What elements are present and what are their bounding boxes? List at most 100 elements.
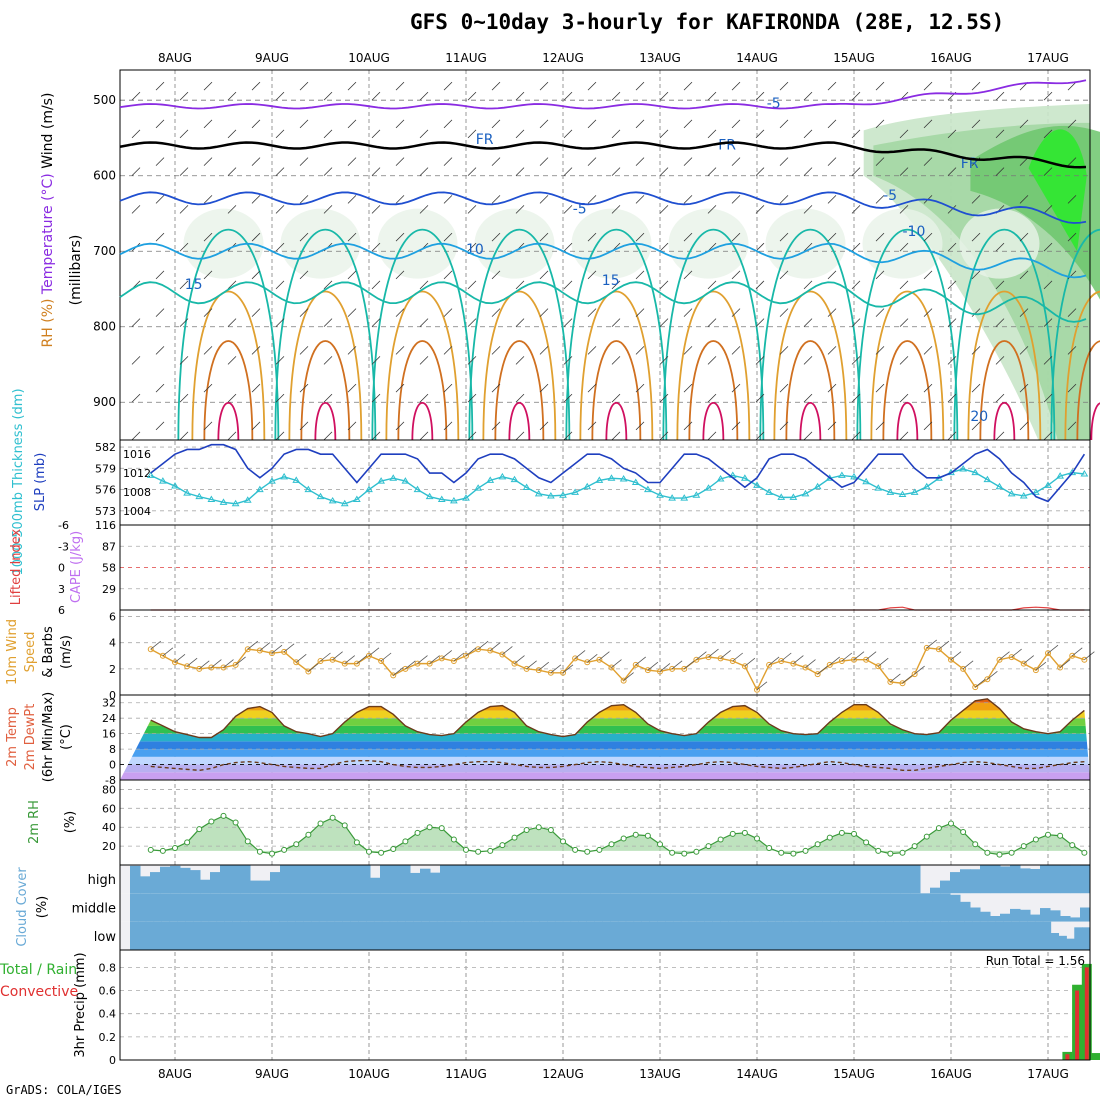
cloud-layer-label: low bbox=[94, 930, 117, 945]
cloud-bar-middle bbox=[580, 893, 591, 922]
wind-barb bbox=[647, 661, 659, 671]
wind-barb bbox=[611, 91, 621, 101]
contour-label: 15 bbox=[185, 277, 203, 293]
cloud-bar-high bbox=[800, 865, 811, 894]
cloud-bar-middle bbox=[360, 893, 371, 922]
cloud-bar-low bbox=[775, 921, 784, 950]
wind-barb bbox=[779, 81, 789, 91]
wind-barb bbox=[443, 119, 453, 129]
data-point bbox=[753, 481, 761, 488]
data-point bbox=[643, 485, 652, 493]
cloud-bar-low bbox=[617, 921, 627, 950]
cloud-bar-low bbox=[145, 921, 155, 950]
wind-barb bbox=[347, 346, 357, 355]
wind-barb bbox=[323, 167, 333, 176]
data-point bbox=[923, 644, 930, 651]
cloud-bar-low bbox=[570, 921, 580, 950]
panel-frame bbox=[119, 609, 1091, 696]
wind-barb bbox=[419, 129, 429, 139]
y-tick: 0 bbox=[109, 759, 116, 772]
cloud-bar-middle bbox=[610, 893, 621, 922]
wind-barb bbox=[1067, 195, 1077, 204]
wind-barb bbox=[732, 652, 743, 662]
wind-barb bbox=[875, 383, 885, 393]
cloud-bar-high bbox=[240, 865, 251, 894]
wind-barb bbox=[1067, 81, 1077, 91]
data-point bbox=[498, 472, 507, 480]
wind-barb bbox=[803, 280, 813, 290]
rh-point bbox=[729, 830, 736, 837]
rh-point bbox=[305, 831, 312, 838]
cloud-bar-low bbox=[350, 921, 359, 950]
wind-barb bbox=[275, 356, 285, 365]
wind-barb bbox=[875, 346, 885, 355]
cloud-bar-high bbox=[170, 865, 181, 894]
wind-barb bbox=[779, 308, 789, 317]
wind-barb bbox=[999, 651, 1010, 661]
wind-label-4: (m/s) bbox=[59, 635, 74, 669]
wind-barb bbox=[251, 270, 261, 280]
footer-credit: GrADS: COLA/IGES bbox=[6, 1083, 122, 1097]
cloud-bar-low bbox=[326, 921, 336, 950]
cloud-bar-low bbox=[602, 921, 611, 950]
wind-barb bbox=[395, 346, 405, 355]
wind-barb bbox=[731, 119, 741, 129]
cloud-bar-middle bbox=[570, 893, 581, 922]
cloud-bar-low bbox=[822, 921, 831, 950]
rh-point bbox=[669, 849, 676, 856]
cloud-bar-low bbox=[594, 921, 603, 950]
wind-barb bbox=[539, 421, 549, 431]
wind-barb bbox=[851, 242, 861, 252]
cloud-bar-middle bbox=[830, 893, 841, 922]
cloud-bar-high bbox=[530, 865, 541, 894]
bottom-date-label: 10AUG bbox=[348, 1067, 390, 1081]
data-point bbox=[874, 484, 883, 491]
data-point bbox=[292, 476, 301, 483]
cloud-bar-low bbox=[696, 921, 705, 950]
cloud-bar-high bbox=[760, 865, 771, 894]
wind-barb bbox=[683, 308, 693, 317]
cloud-bar-low bbox=[956, 921, 965, 950]
cloud-bar-high bbox=[210, 872, 221, 894]
surface-isotherm-loop bbox=[688, 340, 739, 441]
wind-barb bbox=[203, 308, 213, 317]
wind-barb bbox=[827, 308, 837, 317]
data-point bbox=[801, 489, 810, 497]
data-point bbox=[996, 656, 1003, 663]
ylabel-part: Wind (m/s) bbox=[40, 93, 56, 169]
isotherm bbox=[119, 79, 1087, 110]
cloud-bar-high bbox=[190, 870, 201, 894]
wind-barb bbox=[491, 81, 501, 91]
wind-barb bbox=[995, 91, 1005, 101]
wind-barb bbox=[417, 655, 428, 664]
wind-barb bbox=[179, 431, 189, 441]
wind-barb bbox=[275, 129, 285, 139]
cloud-bar-high bbox=[940, 880, 951, 894]
data-point bbox=[619, 474, 628, 482]
wind-barb bbox=[203, 421, 213, 431]
cloud-bar-low bbox=[853, 921, 863, 950]
wind-barb bbox=[971, 270, 981, 280]
contour-label: FR bbox=[718, 137, 736, 153]
cloud-bar-middle bbox=[710, 893, 721, 922]
wind-barb bbox=[587, 308, 597, 317]
wind-barb bbox=[356, 655, 368, 664]
data-point bbox=[438, 655, 445, 662]
data-point bbox=[244, 646, 251, 653]
cloud-bar-middle bbox=[690, 893, 701, 922]
cloud-bar-high bbox=[1070, 865, 1081, 894]
pressure-tick: 700 bbox=[93, 244, 116, 258]
wind-barb bbox=[467, 242, 477, 252]
wind-barb bbox=[1019, 157, 1029, 166]
wind-barb bbox=[684, 660, 695, 670]
top-date-label: 13AUG bbox=[639, 51, 681, 65]
contour-label: 15 bbox=[602, 273, 620, 289]
data-point bbox=[595, 476, 604, 483]
cloud-bar-low bbox=[373, 921, 383, 950]
wind-barb bbox=[344, 655, 355, 664]
cloud-bar-middle bbox=[150, 893, 161, 922]
cloud-bar-low bbox=[436, 921, 446, 950]
rh-point bbox=[681, 850, 688, 857]
data-point bbox=[304, 485, 313, 493]
cloud-bar-low bbox=[468, 921, 477, 950]
